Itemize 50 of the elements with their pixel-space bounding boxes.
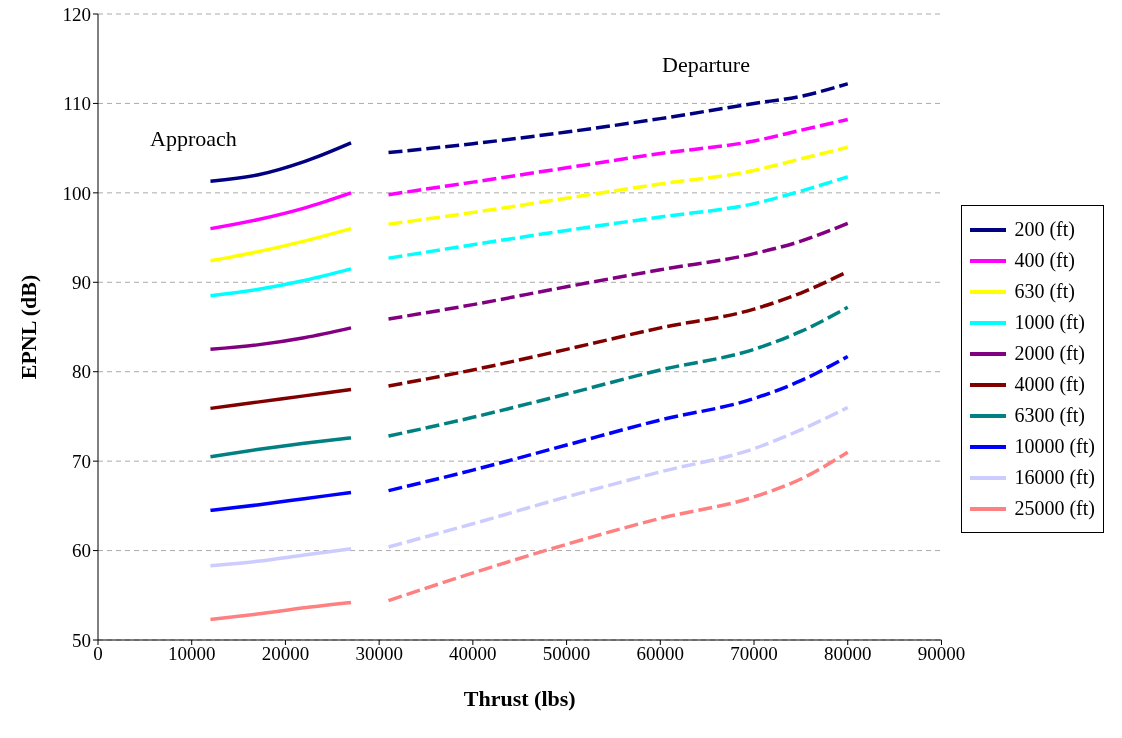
y-tick-label: 100 bbox=[62, 182, 91, 204]
y-tick-label: 70 bbox=[72, 450, 91, 472]
line-series bbox=[208, 226, 353, 263]
legend-label: 6300 (ft) bbox=[1014, 404, 1085, 427]
line-series bbox=[386, 305, 850, 438]
line-series bbox=[386, 450, 850, 603]
legend-label: 630 (ft) bbox=[1014, 280, 1075, 303]
line-series bbox=[386, 117, 850, 197]
line-series bbox=[208, 547, 353, 568]
x-tick-label: 0 bbox=[93, 643, 103, 665]
x-tick-label: 70000 bbox=[730, 643, 778, 665]
legend-label: 16000 (ft) bbox=[1014, 466, 1095, 489]
x-tick-label: 90000 bbox=[917, 643, 966, 665]
x-axis-title: Thrust (lbs) bbox=[463, 686, 576, 711]
legend-label: 2000 (ft) bbox=[1014, 342, 1085, 365]
legend-label: 200 (ft) bbox=[1014, 218, 1075, 241]
y-tick-label: 80 bbox=[72, 361, 91, 383]
legend-label: 1000 (ft) bbox=[1014, 311, 1085, 334]
line-series bbox=[386, 145, 850, 226]
y-tick-label: 90 bbox=[72, 272, 91, 294]
x-tick-label: 30000 bbox=[355, 643, 403, 665]
legend-label: 4000 (ft) bbox=[1014, 373, 1085, 396]
line-series bbox=[208, 191, 353, 231]
annotation: Departure bbox=[662, 52, 750, 78]
line-series bbox=[208, 267, 353, 298]
x-tick-label: 80000 bbox=[823, 643, 872, 665]
line-series bbox=[386, 405, 850, 549]
x-tick-label: 20000 bbox=[261, 643, 310, 665]
legend-label: 25000 (ft) bbox=[1014, 497, 1095, 520]
line-series bbox=[208, 490, 353, 513]
y-tick-label: 50 bbox=[72, 629, 91, 651]
y-tick-label: 120 bbox=[62, 3, 91, 25]
line-series bbox=[208, 600, 353, 622]
line-series bbox=[208, 326, 353, 352]
line-series bbox=[208, 387, 353, 411]
legend-label: 400 (ft) bbox=[1014, 249, 1075, 272]
x-tick-label: 40000 bbox=[449, 643, 497, 665]
line-series bbox=[386, 354, 850, 493]
x-tick-label: 10000 bbox=[167, 643, 216, 665]
y-tick-label: 110 bbox=[63, 93, 91, 115]
x-tick-label: 50000 bbox=[542, 643, 591, 665]
line-series bbox=[208, 436, 353, 459]
line-series bbox=[386, 82, 850, 155]
x-tick-label: 60000 bbox=[636, 643, 685, 665]
line-series bbox=[386, 175, 850, 260]
y-tick-label: 60 bbox=[72, 540, 91, 562]
legend-label: 10000 (ft) bbox=[1014, 435, 1095, 458]
line-series bbox=[386, 221, 850, 321]
annotation: Approach bbox=[150, 126, 237, 152]
y-axis-title: EPNL (dB) bbox=[15, 274, 41, 380]
